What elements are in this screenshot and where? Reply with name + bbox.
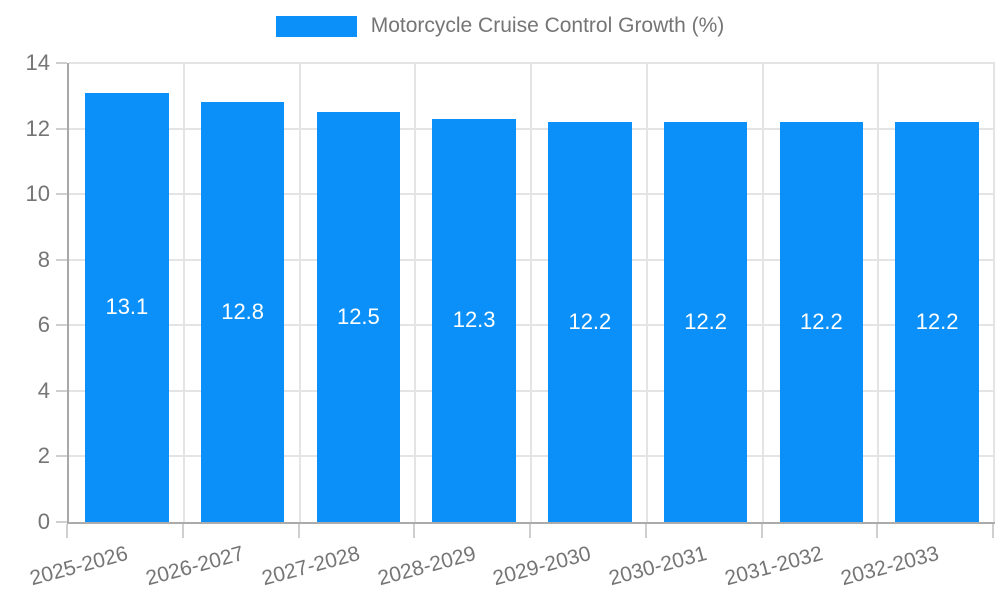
y-tick-label: 6 [37, 312, 50, 338]
x-axis: 2025-2026 2026-2027 2027-2028 2028-2029 2029… [28, 524, 994, 600]
x-tick-label-text: 2030-2031 [606, 542, 710, 591]
y-tick-mark [56, 62, 67, 64]
y-tick-label: 12 [25, 115, 50, 141]
x-tick-mark [297, 524, 300, 538]
x-tick-label-text: 2032-2033 [838, 542, 942, 591]
bar[interactable]: 13.1 [85, 92, 169, 522]
y-tick-mark [56, 193, 67, 196]
plot-area: 13.1 12.8 12.5 12.3 12.2 12.2 12.2 12.2 [67, 62, 995, 524]
bar[interactable]: 12.2 [895, 122, 979, 522]
x-tick-mark [413, 524, 416, 538]
x-tick-mark [529, 524, 531, 538]
x-grid-line [414, 63, 417, 522]
x-grid-line [645, 63, 648, 522]
bar[interactable]: 12.3 [432, 118, 516, 522]
legend[interactable]: Motorcycle Cruise Control Growth (%) [0, 12, 1000, 40]
bar-value-label: 12.2 [568, 309, 612, 334]
x-grid-line [993, 63, 995, 522]
y-grid-line [69, 389, 995, 392]
bar-value-label: 12.5 [336, 304, 380, 330]
y-axis: 0 2 4 6 8 10 12 14 [0, 51, 67, 534]
x-tick-label-text: 2027-2028 [259, 542, 363, 591]
y-tick-mark [56, 127, 67, 130]
y-tick-label: 10 [25, 181, 50, 207]
y-tick-mark [56, 258, 67, 261]
bar-value-label: 12.2 [799, 309, 843, 334]
y-tick-mark [56, 455, 67, 458]
x-grid-line [877, 63, 880, 522]
x-tick-label-text: 2025-2026 [27, 542, 131, 591]
bar-value-label: 12.2 [684, 309, 728, 334]
y-tick-label: 14 [25, 50, 50, 75]
bar[interactable]: 12.2 [779, 122, 864, 522]
x-tick-label-text: 2028-2029 [375, 542, 479, 591]
x-grid-line [761, 63, 764, 522]
y-grid-line [69, 193, 995, 196]
x-tick-mark [181, 524, 184, 538]
x-tick-mark [876, 524, 879, 538]
x-grid-line [530, 63, 532, 522]
y-tick-label: 2 [37, 443, 50, 469]
legend-label: Motorcycle Cruise Control Growth (%) [370, 14, 725, 37]
x-tick-mark [992, 524, 994, 538]
y-grid-line [69, 127, 995, 130]
x-tick-mark [760, 524, 763, 538]
y-tick-mark [56, 324, 67, 327]
y-grid-line [69, 455, 995, 458]
bar-value-label: 13.1 [105, 294, 149, 320]
y-tick-label: 0 [37, 509, 50, 534]
bar-value-label: 12.3 [452, 307, 496, 333]
y-tick-mark [56, 521, 67, 523]
bar[interactable]: 12.2 [548, 122, 632, 522]
legend-swatch-icon [275, 15, 357, 37]
y-tick-label: 4 [37, 377, 50, 403]
x-tick-label-text: 2031-2032 [722, 542, 826, 591]
x-tick-label-text: 2026-2027 [143, 542, 247, 591]
bar-value-label: 12.2 [915, 309, 959, 334]
y-grid-line [69, 62, 995, 64]
x-grid-line [182, 63, 185, 522]
bar[interactable]: 12.2 [663, 122, 748, 522]
x-tick-mark [644, 524, 647, 538]
y-tick-label: 8 [37, 246, 50, 272]
bar-value-label: 12.8 [221, 299, 265, 325]
bar[interactable]: 12.8 [200, 102, 285, 522]
x-tick-mark [66, 524, 68, 538]
y-tick-mark [56, 389, 67, 392]
bar[interactable]: 12.5 [316, 112, 401, 522]
y-grid-line [69, 324, 995, 327]
x-grid-line [298, 63, 301, 522]
x-tick-label-text: 2029-2030 [490, 542, 594, 591]
y-grid-line [69, 258, 995, 261]
